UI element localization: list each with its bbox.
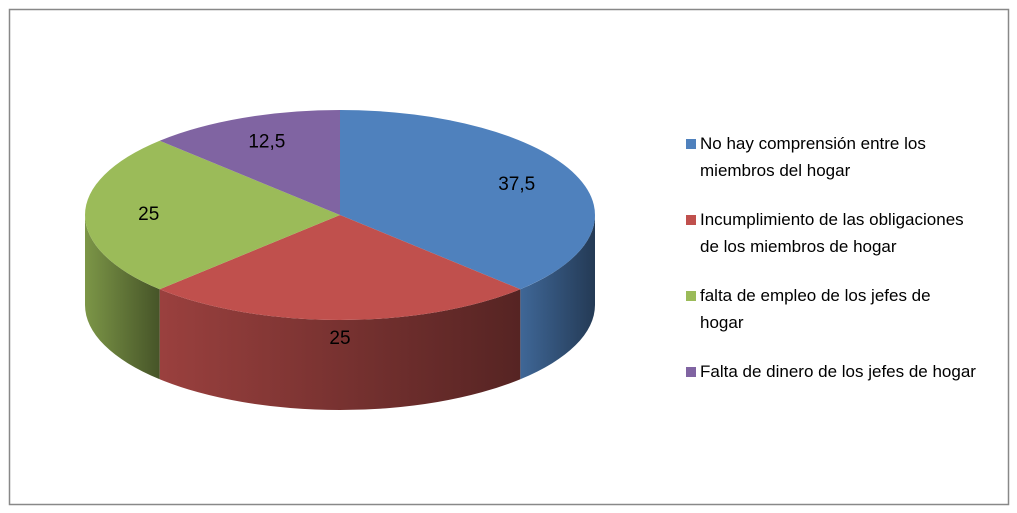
legend-label: Falta de dinero de los jefes de hogar — [700, 362, 976, 381]
data-label: 25 — [329, 328, 350, 349]
legend-entry: falta de empleo de los jefes de hogar — [686, 282, 986, 336]
data-label: 25 — [138, 204, 159, 225]
data-label: 37,5 — [498, 174, 535, 195]
slice-side — [520, 215, 595, 380]
legend-swatch — [686, 291, 696, 301]
legend-entry: Incumplimiento de las obligaciones de lo… — [686, 206, 986, 260]
data-label: 12,5 — [248, 131, 285, 152]
slice-side — [159, 289, 521, 410]
slice-side — [85, 215, 160, 380]
legend-label: falta de empleo de los jefes de hogar — [700, 286, 931, 332]
legend-swatch — [686, 367, 696, 377]
legend: No hay comprensión entre los miembros de… — [686, 130, 986, 385]
legend-entry: Falta de dinero de los jefes de hogar — [686, 358, 986, 385]
legend-label: Incumplimiento de las obligaciones de lo… — [700, 210, 964, 256]
slice — [159, 215, 521, 320]
legend-swatch — [686, 139, 696, 149]
legend-swatch — [686, 215, 696, 225]
legend-label: No hay comprensión entre los miembros de… — [700, 134, 926, 180]
slice — [85, 140, 341, 290]
slice — [340, 110, 595, 290]
legend-entry: No hay comprensión entre los miembros de… — [686, 130, 986, 184]
slice — [159, 110, 340, 215]
